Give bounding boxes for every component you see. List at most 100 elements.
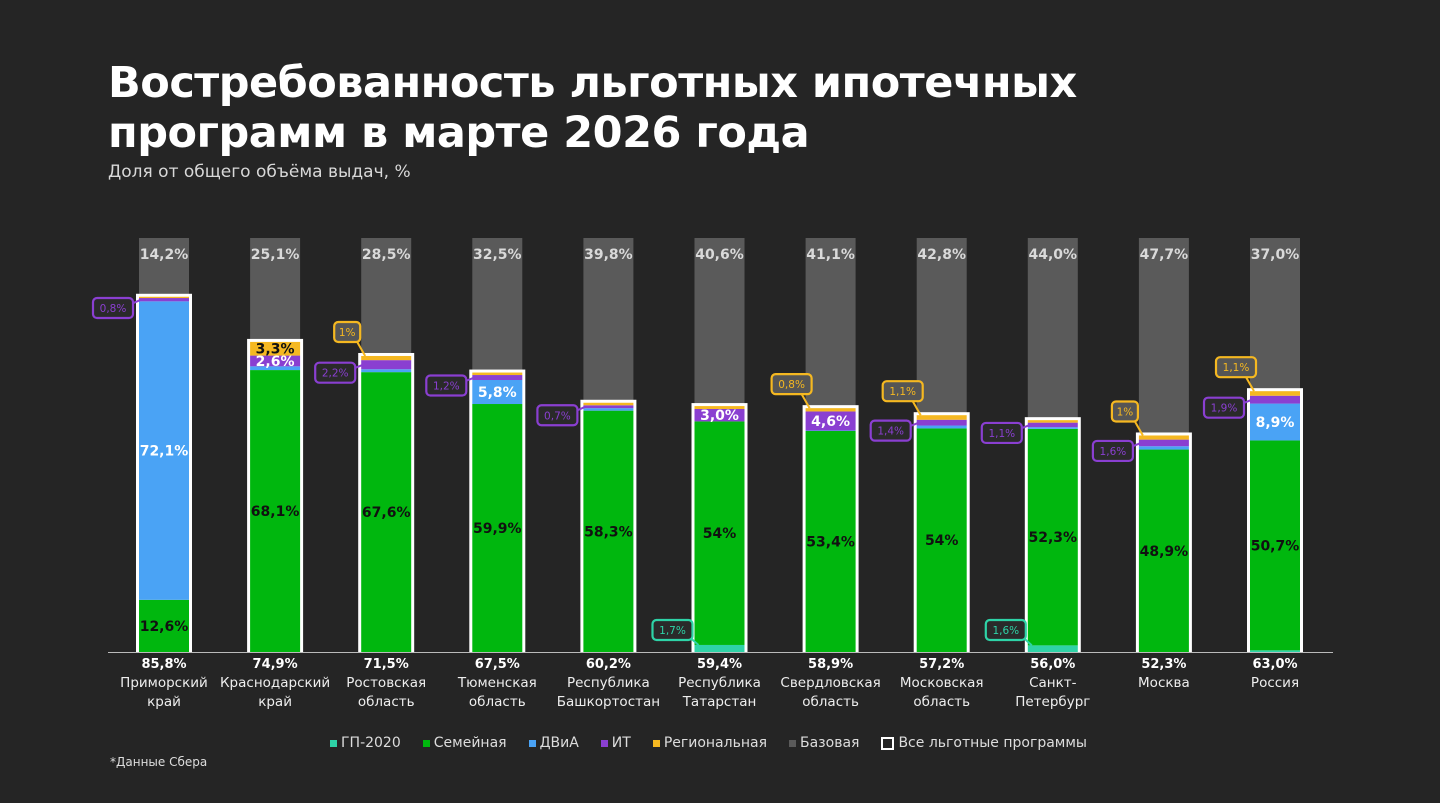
bar-segment-regional [805,408,856,412]
total-label: 74,9% [253,657,298,672]
legend-swatch [789,739,796,747]
total-label: 63,0% [1252,657,1297,672]
bar-segment-regional [472,372,523,376]
callout-it: 2,2% [314,361,357,384]
legend-item-regional: Региональная [652,735,767,751]
bar-segment-family [139,599,189,652]
segment-label-it: 4,6% [811,414,850,430]
bar-segment-it [1250,395,1300,404]
bar-segment-dvia [361,369,412,373]
bar-group: 40,6% 54% 3,0% 59,4% Республика Татарстан [678,238,761,710]
callout-it: 0,8% [91,296,135,320]
bar-segment-it [250,355,301,367]
chart-title: Востребованность льготных ипотечных прогр… [108,58,1077,158]
bar-group: 42,8% 54% 57,2% Московская область [900,238,984,710]
svg-text:1,1%: 1,1% [988,428,1015,440]
segment-label-dvia: 8,9% [1256,415,1295,431]
category-label: край [147,694,181,710]
category-label: Свердловская [780,675,880,691]
legend-swatch [652,739,660,747]
bar-segment-it [694,408,745,422]
segment-label-family: 68,1% [251,504,300,520]
segment-label-regional: 3,3% [256,342,295,358]
total-label: 58,9% [808,657,853,672]
callout-pointer [356,341,367,357]
callout-gp2020: 1,7% [651,618,694,642]
bar-segment-family [916,428,967,652]
segment-label-it: 2,6% [256,354,295,370]
bar-segment-it [583,405,634,409]
base-label: 25,1% [251,247,300,263]
legend-swatch [528,739,536,747]
svg-text:0,7%: 0,7% [544,410,571,422]
legend-label: Региональная [663,735,767,751]
legend-item-dvia: ДВиА [528,735,579,751]
bar-segment-dvia [1027,427,1078,429]
legend: ГП-2020 Семейная ДВиА ИТ Региональная Базовая… [330,735,1087,751]
total-label: 60,2% [586,657,631,672]
bar-group: 28,5% 67,6% 71,5% Ростовская область [346,238,426,710]
bar-segment-regional [139,296,189,299]
source-note: *Данные Сбера [110,755,208,769]
category-label: область [913,694,970,710]
svg-text:1,4%: 1,4% [877,426,904,438]
legend-label: Семейная [433,735,507,751]
category-label: Москва [1138,675,1190,691]
total-label: 71,5% [364,657,409,672]
chart-subtitle: Доля от общего объёма выдач, % [108,162,411,182]
bar-segment-it [1138,439,1189,447]
bar-segment-family [1138,449,1189,652]
callout-it: 1,1% [980,421,1023,445]
bar-segment-dvia [916,425,967,429]
base-label: 42,8% [917,247,966,263]
svg-text:0,8%: 0,8% [778,379,805,391]
svg-text:1,6%: 1,6% [992,625,1019,637]
bar-segment-dvia [1250,403,1300,441]
base-label: 44,0% [1029,247,1078,263]
bar-segment-regional [1027,420,1078,423]
bar-segment-regional [916,415,967,420]
segment-label-family: 67,6% [362,505,411,521]
category-label: Московская [900,675,984,691]
bar-segment-regional [1250,391,1300,396]
category-label: край [258,694,292,710]
total-label: 85,8% [141,657,186,672]
category-label: область [358,694,415,710]
legend-swatch [330,739,337,747]
svg-text:2,2%: 2,2% [322,368,349,380]
bar-segment-family [472,404,523,652]
category-label: Башкортостан [557,694,660,710]
segment-label-dvia: 72,1% [140,444,189,460]
category-label: Санкт- [1029,675,1077,691]
legend-label: ДВиА [539,735,579,751]
category-label: Россия [1251,675,1299,691]
category-label: Петербург [1015,694,1090,710]
legend-label: ГП-2020 [341,735,401,751]
bar-segment-gp2020 [1250,650,1300,652]
callout-pointer [1134,420,1144,436]
segment-label-family: 53,4% [806,534,855,550]
bar-segment-it [1027,422,1078,428]
total-label: 67,5% [475,657,520,672]
svg-text:0,8%: 0,8% [100,303,127,315]
total-label: 57,2% [919,657,964,672]
callout-regional: 0,8% [770,373,813,396]
bar-segment-family [805,430,856,652]
segment-label-it: 3,0% [700,408,739,424]
callout-it: 0,7% [536,404,579,427]
bar-group: 41,1% 53,4% 4,6% 58,9% Свердловская область [780,238,881,710]
segment-label-family: 12,6% [140,619,189,635]
legend-item-gp2020: ГП-2020 [330,735,401,751]
svg-text:1,1%: 1,1% [1223,362,1250,374]
category-label: Ростовская [346,675,426,691]
callout-regional: 1,1% [881,380,924,403]
bar-segment-regional [1138,435,1189,440]
bar-segment-regional [583,402,634,406]
callout-pointer [800,393,811,409]
base-label: 28,5% [362,247,411,263]
category-label: Краснодарский [220,675,330,691]
callout-it: 1,2% [425,374,468,397]
bar-segment-dvia [250,366,301,371]
legend-label: Базовая [800,735,860,751]
